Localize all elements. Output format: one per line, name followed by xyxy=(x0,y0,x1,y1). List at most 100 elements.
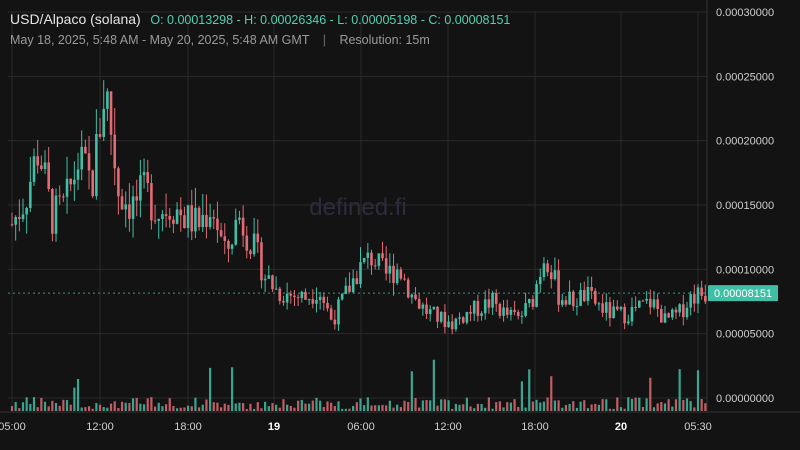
candle-body xyxy=(652,299,656,308)
candle-body xyxy=(29,181,32,208)
volume-bar xyxy=(84,407,87,411)
candle-body xyxy=(491,292,494,308)
x-tick-label: 20 xyxy=(615,421,627,433)
candle-body xyxy=(377,253,381,266)
candle-body xyxy=(87,153,91,171)
candle-body xyxy=(604,302,608,313)
candle-body xyxy=(447,321,450,328)
candle-body xyxy=(249,250,252,255)
candle-body xyxy=(351,278,355,293)
candle-body xyxy=(373,265,377,267)
volume-bar xyxy=(47,406,50,411)
volume-bar xyxy=(564,405,568,411)
candle-body xyxy=(638,300,641,308)
volume-bar xyxy=(652,407,656,411)
volume-bar xyxy=(65,400,69,411)
volume-bar xyxy=(696,370,700,411)
candle-body xyxy=(663,313,667,323)
volume-bar xyxy=(634,397,637,411)
volume-bar xyxy=(418,407,421,411)
candle-body xyxy=(487,299,491,308)
candle-body xyxy=(161,214,164,219)
volume-bar xyxy=(381,404,384,411)
candle-body xyxy=(14,216,17,225)
candle-body xyxy=(388,265,392,274)
candle-body xyxy=(322,296,326,303)
volume-bar xyxy=(689,401,692,411)
candle-body xyxy=(553,270,557,280)
volume-bar xyxy=(535,399,538,411)
volume-bar xyxy=(238,402,241,411)
watermark: defined.fi xyxy=(309,194,406,221)
candle-body xyxy=(289,293,293,296)
volume-bar xyxy=(76,378,80,411)
candle-body xyxy=(425,304,428,314)
candle-body xyxy=(146,172,150,184)
candle-body xyxy=(73,179,76,185)
volume-bar xyxy=(98,404,102,411)
candle-body xyxy=(208,217,212,227)
candle-body xyxy=(560,300,564,305)
candle-body xyxy=(168,215,172,220)
volume-bar xyxy=(333,406,336,411)
volume-bar xyxy=(550,376,553,411)
volume-bar xyxy=(546,397,549,411)
candle-body xyxy=(153,220,157,222)
volume-bar xyxy=(36,407,39,411)
candle-body xyxy=(469,311,472,314)
candle-body xyxy=(102,108,106,137)
volume-bar xyxy=(480,404,483,411)
volume-bar xyxy=(429,400,432,411)
range-info: May 18, 2025, 5:48 AM - May 20, 2025, 5:… xyxy=(10,33,430,47)
volume-bar xyxy=(183,407,186,411)
volume-bar xyxy=(87,406,91,411)
volume-bar xyxy=(414,398,417,411)
candle-body xyxy=(626,321,630,324)
volume-bar xyxy=(612,408,615,411)
candle-body xyxy=(403,278,406,280)
volume-bar xyxy=(54,403,58,411)
candle-body xyxy=(113,134,117,169)
volume-bar xyxy=(531,401,535,411)
volume-bar xyxy=(491,408,494,411)
volume-bar xyxy=(396,404,399,411)
candle-body xyxy=(65,178,69,197)
volume-bar xyxy=(539,402,542,411)
volume-bar xyxy=(300,399,303,411)
volume-bar xyxy=(502,407,505,411)
candle-body xyxy=(582,290,586,302)
volume-bar xyxy=(128,403,131,411)
volume-bar xyxy=(264,401,267,411)
volume-bar xyxy=(392,407,395,411)
candle-body xyxy=(483,299,487,314)
volume-bar xyxy=(150,397,153,411)
volume-bar xyxy=(627,397,630,411)
volume-bar xyxy=(645,398,648,411)
candle-body xyxy=(461,317,465,323)
volume-bar xyxy=(260,408,263,411)
candle-body xyxy=(476,300,480,316)
volume-bar xyxy=(242,403,245,411)
volume-bar xyxy=(194,397,197,411)
volume-bar xyxy=(377,405,380,411)
candle-body xyxy=(634,306,637,308)
candle-body xyxy=(505,307,509,315)
candle-body xyxy=(21,214,25,220)
candle-body xyxy=(612,306,615,319)
candle-body xyxy=(428,309,432,314)
candle-body xyxy=(333,319,337,325)
volume-bar xyxy=(352,405,355,411)
volume-bar xyxy=(245,408,248,411)
last-price-label: 0.00008151 xyxy=(714,288,772,300)
volume-bar xyxy=(440,399,443,411)
candle-body xyxy=(175,209,179,224)
candle-body xyxy=(535,284,538,307)
volume-bar xyxy=(315,397,318,411)
volume-bar xyxy=(197,407,201,411)
volume-bar xyxy=(179,407,182,411)
candle-body xyxy=(109,91,113,135)
volume-bar xyxy=(660,402,663,411)
volume-bar xyxy=(616,397,619,411)
candle-body xyxy=(608,302,612,319)
